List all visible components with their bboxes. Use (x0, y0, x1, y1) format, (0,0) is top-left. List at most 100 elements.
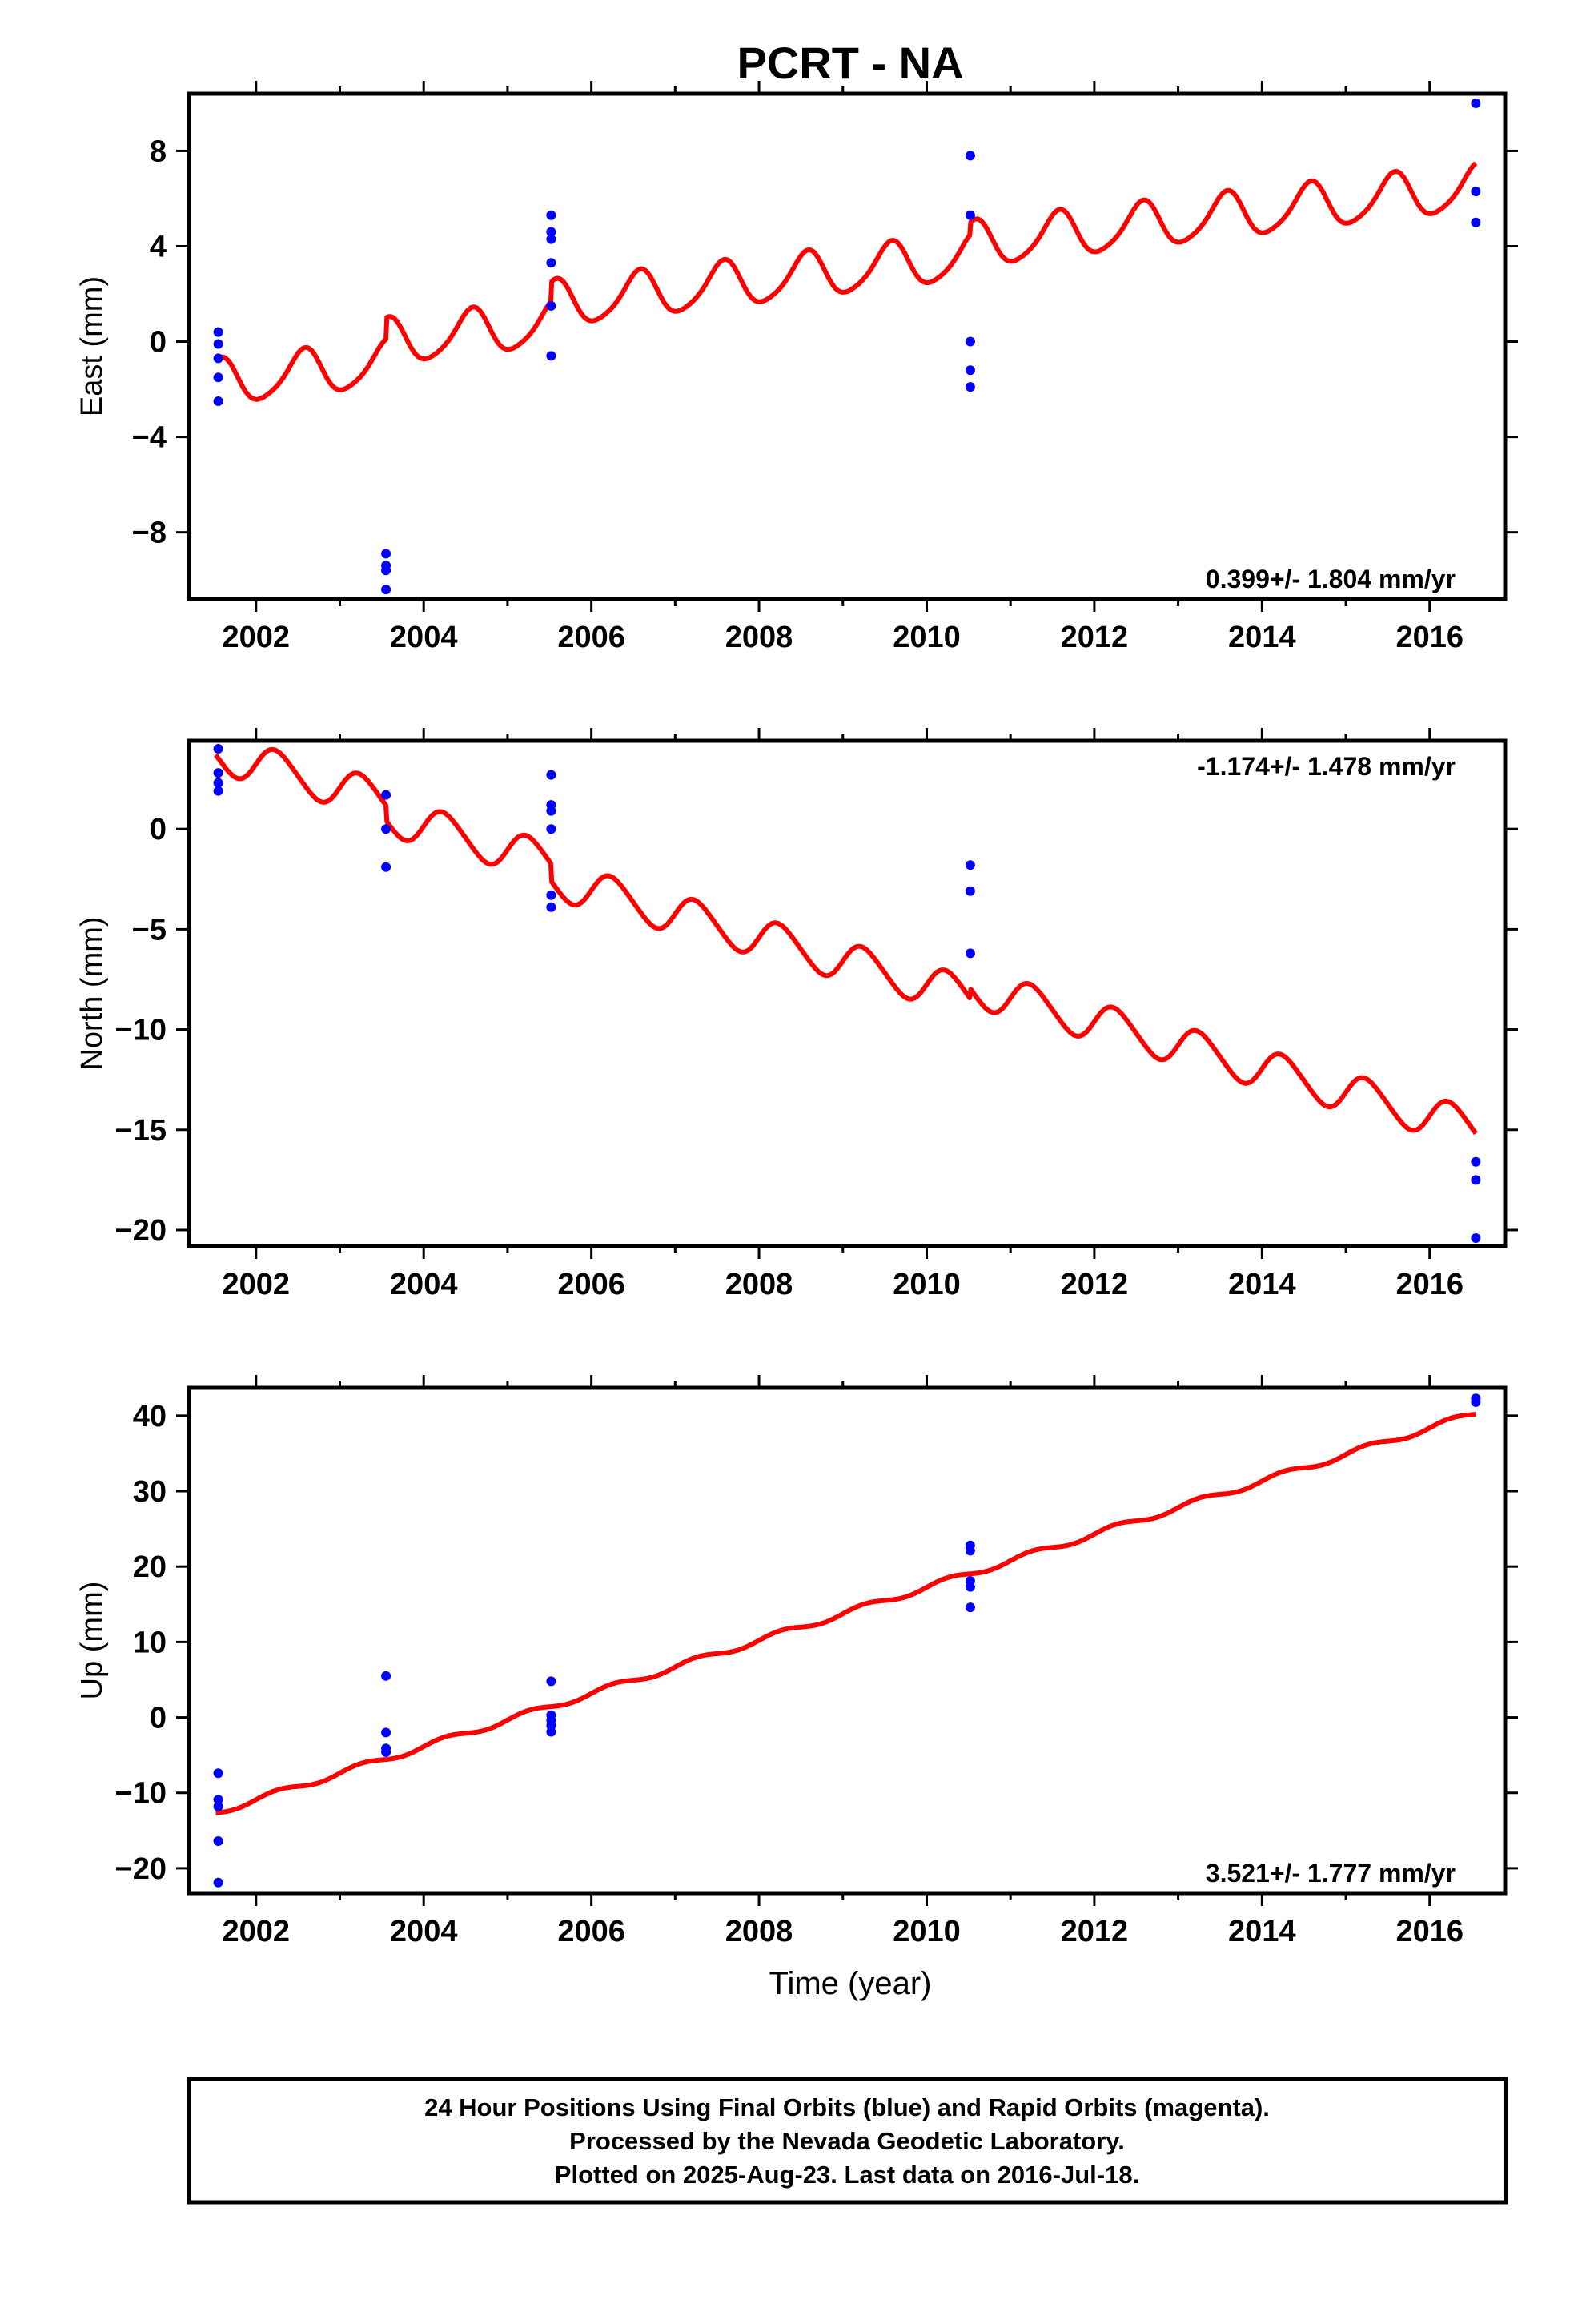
x-tick-label: 2012 (1061, 1268, 1129, 1301)
data-point (546, 227, 556, 237)
data-point (965, 382, 975, 392)
y-tick-label: 4 (150, 230, 167, 263)
data-point (546, 258, 556, 268)
data-point (213, 1836, 223, 1846)
footer-line-1: 24 Hour Positions Using Final Orbits (bl… (424, 2093, 1270, 2121)
x-tick-label: 2004 (390, 1268, 458, 1301)
y-tick-label: −20 (115, 1214, 167, 1248)
y-axis-label: Up (mm) (75, 1582, 109, 1700)
data-point (546, 1727, 556, 1737)
y-tick-label: 0 (150, 326, 167, 360)
data-point (965, 151, 975, 161)
data-point (546, 824, 556, 834)
data-point (1471, 187, 1481, 196)
panel-east: 2002 2004 2006 2008 2010 2012 2014 2016 −8 −4 0 4 8 E… (75, 81, 1518, 654)
y-tick-label: 0 (150, 1702, 167, 1735)
panel-north: 2002 2004 2006 2008 2010 2012 2014 2016 −20 −15 −1… (75, 728, 1518, 1301)
data-point (965, 948, 975, 959)
x-tick-label: 2014 (1228, 1915, 1296, 1948)
data-point (381, 1727, 391, 1738)
data-point (965, 1602, 975, 1613)
y-tick-label: 30 (133, 1475, 167, 1509)
footer-line-2: Processed by the Nevada Geodetic Laborat… (569, 2127, 1125, 2155)
y-tick-label: 0 (150, 813, 167, 846)
data-point (965, 886, 975, 896)
x-tick-label: 2004 (390, 621, 458, 654)
x-tick-label: 2008 (725, 621, 793, 654)
y-tick-label: −10 (115, 1777, 167, 1811)
data-point (381, 790, 391, 800)
footer-line-3: Plotted on 2025-Aug-23. Last data on 201… (555, 2161, 1139, 2189)
y-tick-label: 8 (150, 135, 167, 168)
x-tick-label: 2006 (557, 1915, 625, 1948)
data-point (213, 353, 223, 364)
model-curve (214, 161, 1478, 402)
data-point (546, 300, 556, 311)
rate-annotation: 0.399+/- 1.804 mm/yr (1206, 565, 1456, 593)
data-point (381, 1747, 391, 1757)
y-tick-label: −5 (132, 913, 167, 947)
x-tick-label: 2016 (1395, 621, 1464, 654)
x-tick-label: 2010 (893, 621, 961, 654)
data-point (381, 565, 391, 576)
data-point (1471, 98, 1481, 108)
data-point (213, 1877, 223, 1888)
y-tick-label: 20 (133, 1550, 167, 1584)
data-point (546, 234, 556, 244)
rate-annotation: 3.521+/- 1.777 mm/yr (1206, 1859, 1456, 1888)
data-point (1471, 1233, 1481, 1243)
data-point (546, 806, 556, 816)
data-point (213, 786, 223, 796)
y-tick-label: −15 (115, 1114, 167, 1148)
data-point (965, 365, 975, 376)
x-tick-label: 2002 (222, 1915, 290, 1948)
y-tick-label: −20 (115, 1852, 167, 1886)
data-point (381, 549, 391, 559)
x-tick-label: 2008 (725, 1268, 793, 1301)
data-point (546, 902, 556, 912)
footer-frame (187, 2077, 1508, 2205)
data-point (1471, 217, 1481, 227)
data-point (381, 585, 391, 595)
y-tick-label: −4 (132, 421, 167, 455)
data-point (381, 1671, 391, 1681)
x-tick-label: 2008 (725, 1915, 793, 1948)
model-curve (214, 1412, 1477, 1815)
data-point (213, 1768, 223, 1779)
data-point (965, 1582, 975, 1592)
y-axis-label: North (mm) (75, 916, 109, 1070)
x-axis-label: Time (year) (769, 1966, 932, 2001)
data-point (546, 890, 556, 900)
x-tick-label: 2004 (390, 1915, 458, 1948)
data-point (546, 770, 556, 780)
y-axis-label: East (mm) (75, 276, 109, 416)
x-tick-label: 2012 (1061, 1915, 1129, 1948)
data-point (213, 768, 223, 778)
data-point (213, 396, 223, 406)
data-point (1471, 1397, 1481, 1407)
data-point (965, 336, 975, 347)
data-point (965, 210, 975, 220)
x-tick-label: 2002 (222, 1268, 290, 1301)
data-point (213, 1795, 223, 1805)
x-tick-label: 2010 (893, 1915, 961, 1948)
x-tick-label: 2016 (1395, 1268, 1464, 1301)
plot-frame (187, 1385, 1508, 1896)
data-point (381, 862, 391, 872)
y-tick-label: 40 (133, 1400, 167, 1433)
plot-frame (187, 91, 1508, 601)
footer-box: 24 Hour Positions Using Final Orbits (bl… (187, 2077, 1508, 2205)
x-tick-label: 2002 (222, 621, 290, 654)
data-point (1471, 1175, 1481, 1185)
panel-up: 2002 2004 2006 2008 2010 2012 2014 2016 −20 −10 0 1… (75, 1375, 1518, 1948)
data-point (213, 1801, 223, 1811)
data-point (213, 327, 223, 337)
rate-annotation: -1.174+/- 1.478 mm/yr (1197, 752, 1456, 781)
data-point (213, 778, 223, 788)
data-point (546, 1676, 556, 1687)
x-tick-label: 2006 (557, 621, 625, 654)
data-point (965, 860, 975, 870)
plot-frame (187, 738, 1508, 1248)
x-tick-label: 2006 (557, 1268, 625, 1301)
